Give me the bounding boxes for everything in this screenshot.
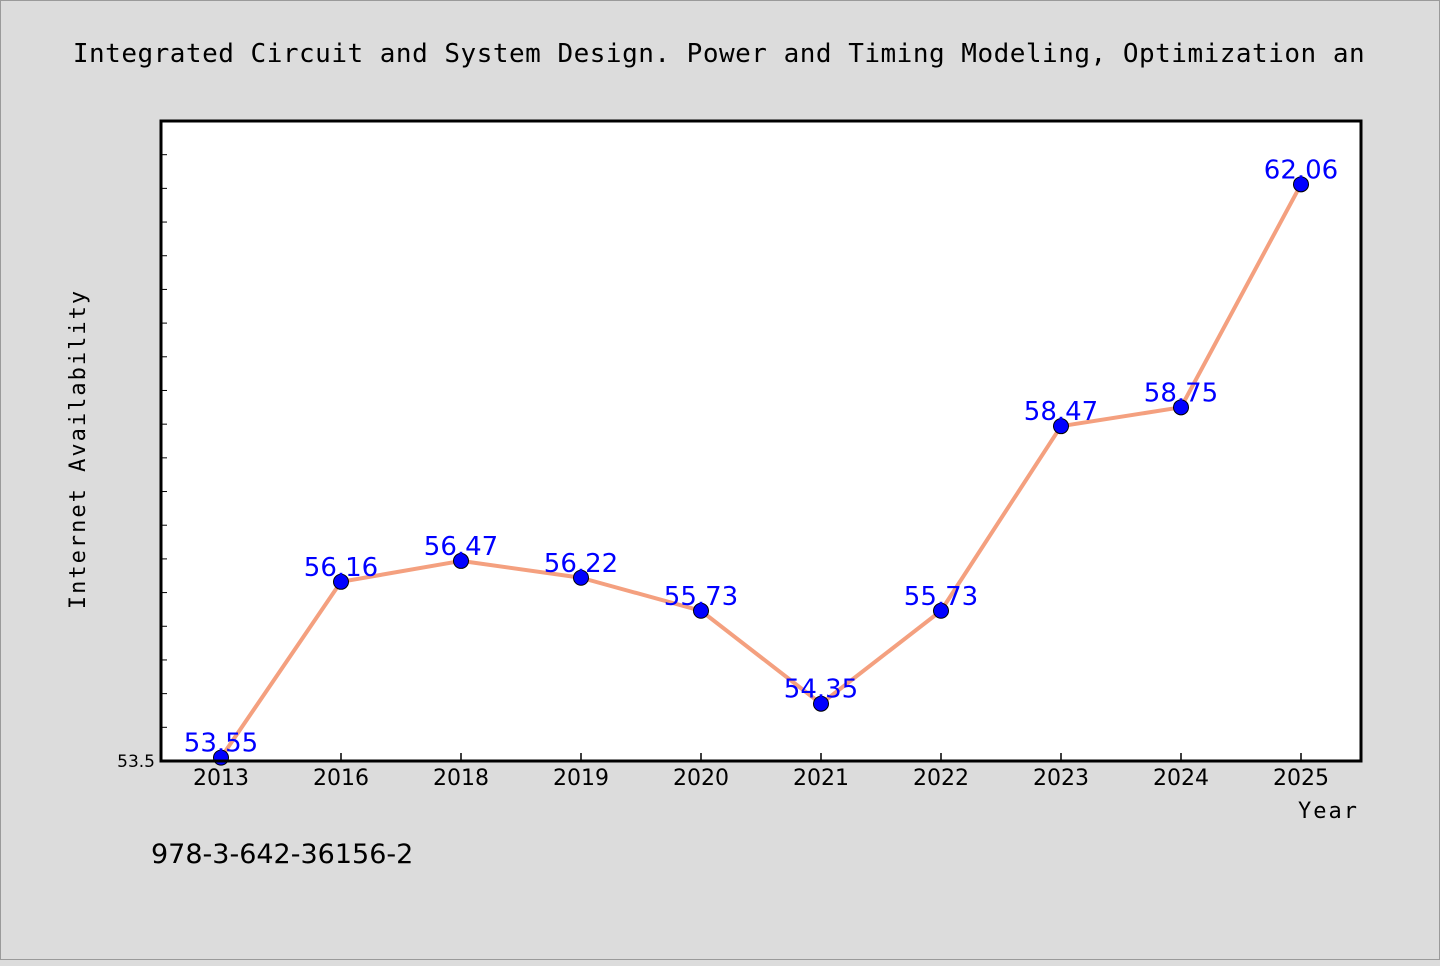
x-tick-label: 2025 (1273, 766, 1329, 791)
data-point (453, 552, 469, 569)
x-axis-label: Year (1298, 799, 1359, 824)
chart-title: Integrated Circuit and System Design. Po… (73, 39, 1365, 69)
data-point (693, 602, 709, 619)
y-tick-label: 53.5 (117, 752, 155, 772)
data-label: 54.35 (784, 675, 858, 705)
data-label: 56.47 (424, 532, 498, 562)
x-tick-label: 2022 (913, 766, 969, 791)
y-axis-label: Internet Availability (66, 289, 91, 609)
x-tick-label: 2018 (433, 766, 489, 791)
plot-border (159, 119, 1363, 763)
x-tick-label: 2016 (313, 766, 369, 791)
data-point (1173, 399, 1189, 416)
data-point (933, 602, 949, 619)
x-tick-label: 2023 (1033, 766, 1089, 791)
data-point (573, 569, 589, 586)
plot-area (161, 121, 1361, 761)
data-label: 55.73 (664, 582, 738, 612)
series-line (219, 182, 1303, 760)
data-point (813, 695, 829, 712)
x-tick-label: 2019 (553, 766, 609, 791)
data-labels: 53.55 56.16 56.47 56.22 55.73 54.35 55.73 58.47… (184, 155, 1338, 758)
data-label: 58.47 (1024, 397, 1098, 427)
x-tick-label: 2024 (1153, 766, 1209, 791)
footer-isbn: 978-3-642-36156-2 (151, 839, 413, 870)
data-label: 58.75 (1144, 378, 1218, 408)
data-label: 62.06 (1264, 155, 1338, 185)
data-label: 56.16 (304, 553, 378, 583)
data-point (1293, 176, 1309, 193)
x-tick-label: 2021 (793, 766, 849, 791)
data-label: 53.55 (184, 729, 258, 759)
x-axis-tick-labels: 2013 2016 2018 2019 2020 2021 2022 2023 2024 2025 (193, 766, 1329, 791)
x-tick-label: 2013 (193, 766, 249, 791)
y-axis-tick-labels: 53.5 (117, 752, 155, 772)
data-label: 55.73 (904, 582, 978, 612)
data-points (213, 176, 1309, 766)
data-point (333, 573, 349, 590)
data-point (1053, 418, 1069, 435)
data-label: 56.22 (544, 549, 618, 579)
x-tick-label: 2020 (673, 766, 729, 791)
